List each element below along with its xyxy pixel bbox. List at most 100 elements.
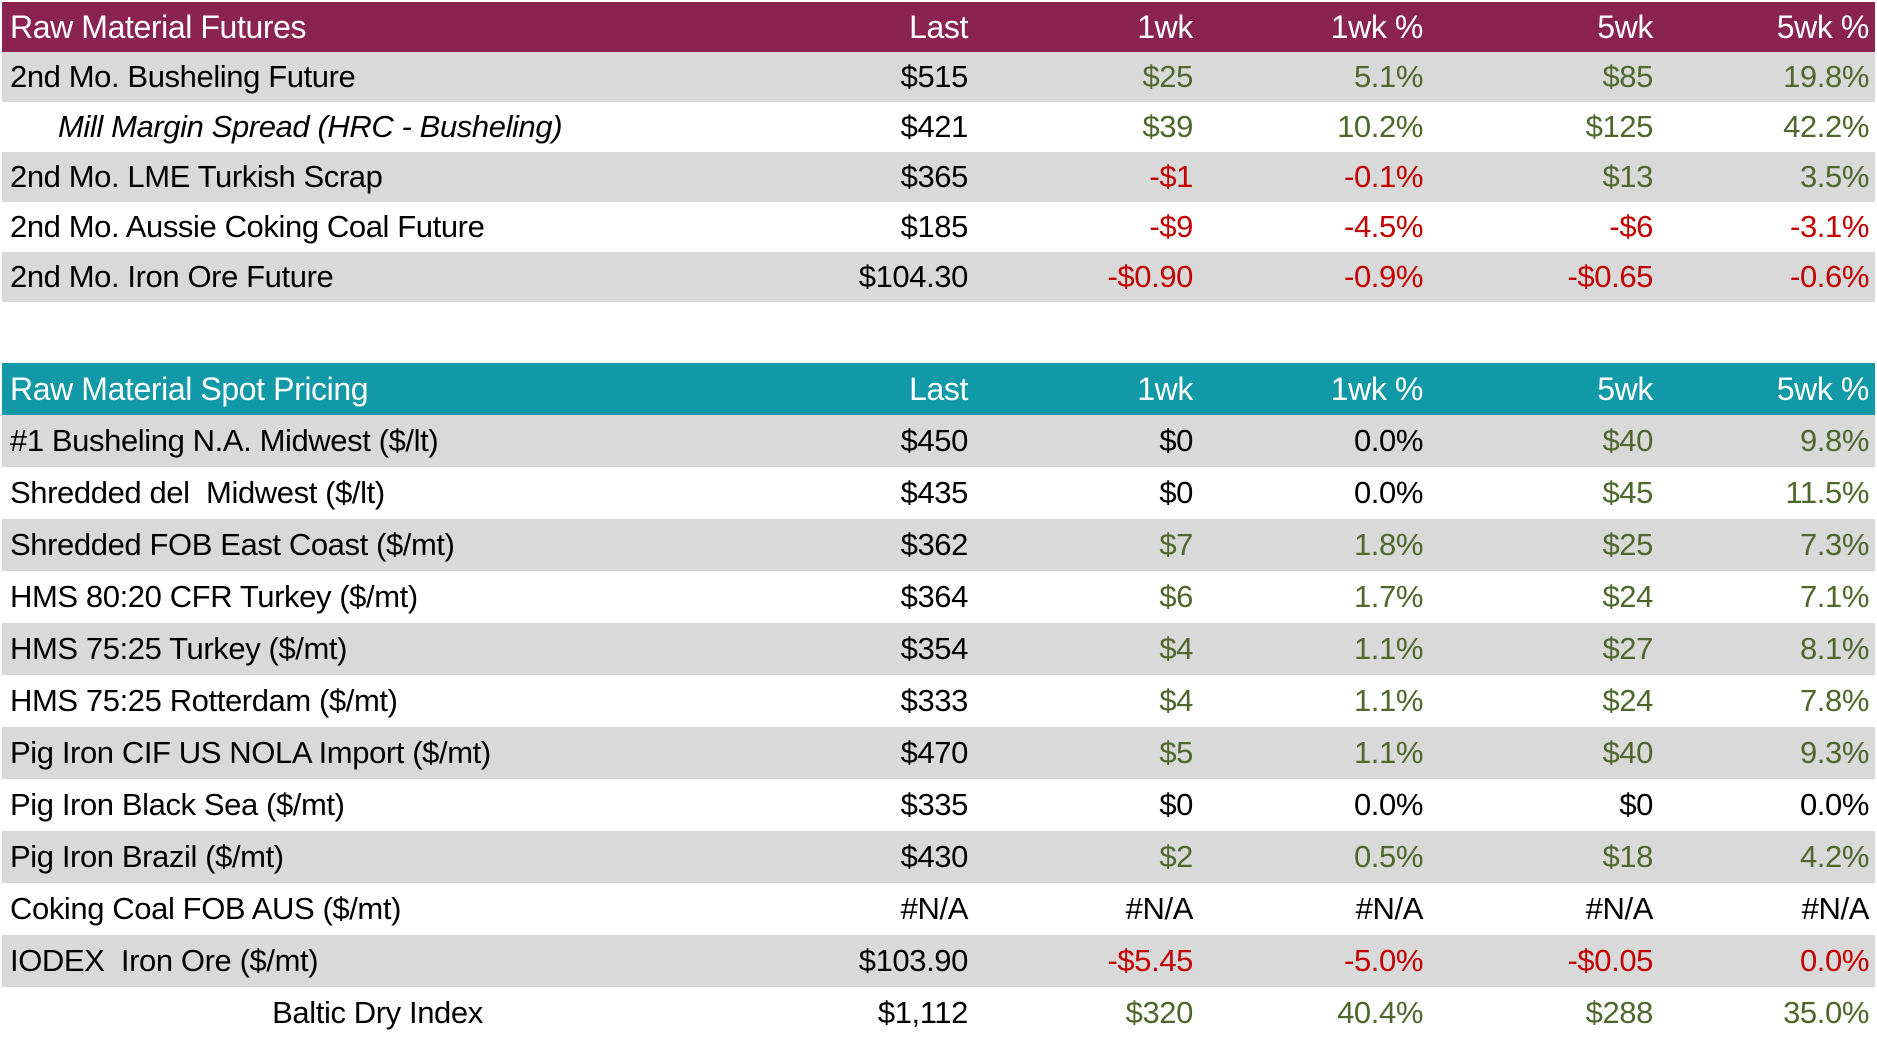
value-cell: 7.1%: [1799, 579, 1869, 614]
column-header: 5wk: [1597, 370, 1653, 407]
value-cell: $27: [1602, 631, 1653, 666]
row-label: Shredded FOB East Coast ($/mt): [10, 527, 455, 562]
value-cell: $85: [1602, 59, 1653, 94]
row-label: Coking Coal FOB AUS ($/mt): [10, 891, 401, 926]
value-cell: 11.5%: [1785, 475, 1869, 510]
value-cell: -3.1%: [1790, 209, 1869, 244]
value-cell: 0.0%: [1799, 943, 1869, 978]
value-cell: $125: [1585, 109, 1654, 144]
value-cell: $18: [1602, 839, 1653, 874]
value-cell: -$5.45: [1107, 943, 1194, 978]
column-header: 1wk: [1137, 8, 1193, 45]
value-cell: $0: [1159, 787, 1193, 822]
value-cell: $5: [1159, 735, 1193, 770]
value-cell: $6: [1159, 579, 1193, 614]
value-cell: 0.0%: [1353, 423, 1423, 458]
row-label: HMS 75:25 Turkey ($/mt): [10, 631, 348, 666]
value-cell: $185: [900, 209, 969, 244]
value-cell: $320: [1125, 995, 1194, 1030]
value-cell: $335: [900, 787, 969, 822]
column-header: Last: [909, 8, 968, 45]
value-cell: $470: [900, 735, 969, 770]
table-row: Baltic Dry Index $1,112 $320 40.4% $288 35.0%: [2, 987, 1875, 1039]
table-row: #1 Busheling N.A. Midwest ($/lt) $450 $0 0.…: [2, 415, 1875, 467]
table-row: HMS 75:25 Rotterdam ($/mt) $333 $4 1.1% $24 7…: [2, 675, 1875, 727]
value-cell: -$1: [1149, 159, 1193, 194]
column-header: 5wk %: [1776, 370, 1870, 407]
value-cell: $1,112: [877, 995, 969, 1030]
row-label: HMS 75:25 Rotterdam ($/mt): [10, 683, 398, 718]
table-row: 2nd Mo. Busheling Future $515 $25 5.1% $85 19…: [2, 52, 1875, 102]
spot-header-row: Raw Material Spot Pricing Last 1wk 1wk % 5w…: [2, 363, 1875, 415]
value-cell: $430: [900, 839, 969, 874]
row-label: 2nd Mo. Iron Ore Future: [10, 259, 334, 294]
futures-table-body: 2nd Mo. Busheling Future $515 $25 5.1% $85 19…: [2, 52, 1875, 302]
value-cell: $4: [1159, 631, 1193, 666]
spot-table-title: Raw Material Spot Pricing: [10, 370, 369, 407]
section-divider: [2, 302, 1875, 363]
value-cell: $2: [1159, 839, 1193, 874]
value-cell: 1.8%: [1353, 527, 1423, 562]
value-cell: 35.0%: [1783, 995, 1869, 1030]
value-cell: -0.6%: [1790, 259, 1869, 294]
value-cell: #N/A: [900, 891, 969, 926]
value-cell: $39: [1142, 109, 1193, 144]
value-cell: 1.1%: [1353, 683, 1423, 718]
value-cell: $104.30: [858, 259, 969, 294]
column-header: 1wk %: [1330, 8, 1424, 45]
value-cell: $364: [900, 579, 969, 614]
table-row: HMS 80:20 CFR Turkey ($/mt) $364 $6 1.7% $24…: [2, 571, 1875, 623]
value-cell: $288: [1585, 995, 1654, 1030]
value-cell: -5.0%: [1344, 943, 1423, 978]
futures-header-row: Raw Material Futures Last 1wk 1wk % 5wk 5wk …: [2, 2, 1875, 52]
value-cell: 9.8%: [1799, 423, 1869, 458]
value-cell: -$6: [1609, 209, 1653, 244]
value-cell: 1.1%: [1353, 735, 1423, 770]
row-label: Pig Iron CIF US NOLA Import ($/mt): [10, 735, 491, 770]
value-cell: $24: [1602, 683, 1653, 718]
value-cell: 0.0%: [1353, 475, 1423, 510]
table-row: Pig Iron Black Sea ($/mt) $335 $0 0.0% $0 0.0…: [2, 779, 1875, 831]
column-header: Last: [909, 370, 968, 407]
row-label: Shredded del Midwest ($/lt): [10, 475, 385, 510]
value-cell: -0.9%: [1344, 259, 1423, 294]
value-cell: $25: [1602, 527, 1653, 562]
value-cell: $421: [900, 109, 969, 144]
value-cell: $362: [900, 527, 969, 562]
value-cell: 7.3%: [1799, 527, 1869, 562]
row-label: 2nd Mo. Busheling Future: [10, 59, 356, 94]
raw-material-spot-pricing-table: Raw Material Spot Pricing Last 1wk 1wk % 5w…: [2, 363, 1875, 1039]
row-label: HMS 80:20 CFR Turkey ($/mt): [10, 579, 418, 614]
value-cell: $0: [1619, 787, 1653, 822]
table-row: Shredded FOB East Coast ($/mt) $362 $7 1.8%…: [2, 519, 1875, 571]
value-cell: $25: [1142, 59, 1193, 94]
value-cell: #N/A: [1355, 891, 1424, 926]
table-row: Shredded del Midwest ($/lt) $435 $0 0.0% $45…: [2, 467, 1875, 519]
value-cell: #N/A: [1585, 891, 1654, 926]
value-cell: $0: [1159, 423, 1193, 458]
value-cell: 0.5%: [1353, 839, 1423, 874]
table-row: 2nd Mo. Aussie Coking Coal Future $185 -$9…: [2, 202, 1875, 252]
value-cell: 0.0%: [1799, 787, 1869, 822]
value-cell: 42.2%: [1783, 109, 1869, 144]
value-cell: $45: [1602, 475, 1653, 510]
row-label: #1 Busheling N.A. Midwest ($/lt): [10, 423, 439, 458]
value-cell: $515: [900, 59, 969, 94]
row-label: IODEX Iron Ore ($/mt): [10, 943, 319, 978]
value-cell: #N/A: [1125, 891, 1194, 926]
value-cell: -$0.65: [1567, 259, 1654, 294]
row-label: 2nd Mo. Aussie Coking Coal Future: [10, 209, 485, 244]
value-cell: $40: [1602, 735, 1653, 770]
spot-table-body: #1 Busheling N.A. Midwest ($/lt) $450 $0 0.…: [2, 415, 1875, 1039]
value-cell: $450: [900, 423, 969, 458]
value-cell: $13: [1602, 159, 1653, 194]
table-row: Pig Iron Brazil ($/mt) $430 $2 0.5% $18 4.2%: [2, 831, 1875, 883]
table-row: HMS 75:25 Turkey ($/mt) $354 $4 1.1% $27 8.1%: [2, 623, 1875, 675]
value-cell: $0: [1159, 475, 1193, 510]
value-cell: 1.7%: [1353, 579, 1423, 614]
value-cell: 0.0%: [1353, 787, 1423, 822]
value-cell: 3.5%: [1799, 159, 1869, 194]
value-cell: -$0.05: [1567, 943, 1654, 978]
value-cell: $7: [1159, 527, 1193, 562]
